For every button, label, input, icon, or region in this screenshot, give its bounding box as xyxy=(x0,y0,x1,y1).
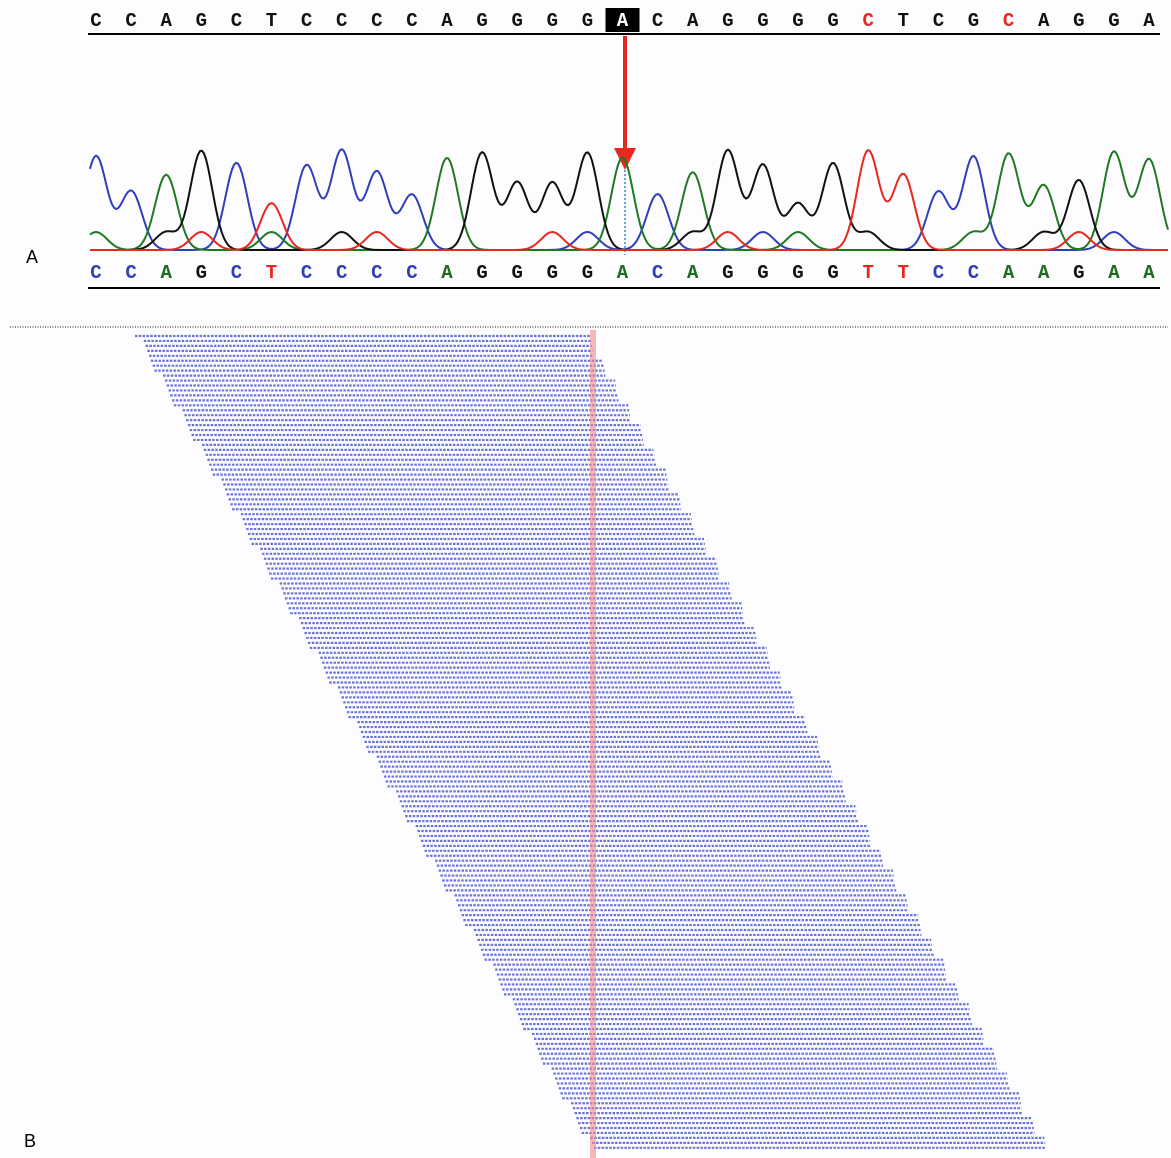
base-call: C xyxy=(968,262,979,284)
panel-label: A xyxy=(26,247,38,267)
figure: A B C C A G C T C C C C A G G G G A C A G G G G C T C G C A G G A C C A G C… xyxy=(0,0,1171,1158)
base: C xyxy=(301,10,312,32)
base: C xyxy=(406,10,417,32)
base-call: C xyxy=(125,262,136,284)
base: C xyxy=(652,10,663,32)
base: G xyxy=(511,10,522,32)
base: G xyxy=(1073,10,1084,32)
base: A xyxy=(160,10,172,32)
base: A xyxy=(1038,10,1050,32)
base: G xyxy=(722,10,733,32)
base-call: A xyxy=(617,262,629,284)
base-call: G xyxy=(196,262,207,284)
base: C xyxy=(1003,10,1014,32)
figure-canvas: A B C C A G C T C C C C A G G G G A C A G G G G C T C G C A G G A C C A G C… xyxy=(0,0,1171,1158)
base: G xyxy=(757,10,768,32)
base-call: T xyxy=(266,262,277,284)
base-call: A xyxy=(687,262,699,284)
base: G xyxy=(196,10,207,32)
base-call: A xyxy=(1038,262,1050,284)
base-call: G xyxy=(757,262,768,284)
base-call: A xyxy=(1143,262,1155,284)
base: T xyxy=(266,10,277,32)
base-call: T xyxy=(862,262,873,284)
base-call: C xyxy=(371,262,382,284)
base-call: A xyxy=(1108,262,1120,284)
base-call: T xyxy=(898,262,909,284)
trace xyxy=(90,150,1168,250)
base: C xyxy=(933,10,944,32)
trace xyxy=(90,151,1168,250)
base-call: C xyxy=(301,262,312,284)
base: C xyxy=(371,10,382,32)
base-call: G xyxy=(476,262,487,284)
trace xyxy=(90,149,1168,250)
base-call: C xyxy=(652,262,663,284)
base-call: C xyxy=(336,262,347,284)
base-call: G xyxy=(1073,262,1084,284)
base: A xyxy=(441,10,453,32)
chromatogram xyxy=(90,149,1168,250)
base-call: A xyxy=(1003,262,1015,284)
base: G xyxy=(827,10,838,32)
base-call: C xyxy=(90,262,101,284)
base: C xyxy=(90,10,101,32)
panel-label: B xyxy=(24,1131,36,1151)
base-call: G xyxy=(547,262,558,284)
base: T xyxy=(898,10,909,32)
base-call: G xyxy=(827,262,838,284)
base: G xyxy=(968,10,979,32)
base: G xyxy=(547,10,558,32)
base-call: A xyxy=(160,262,172,284)
base: A xyxy=(1143,10,1155,32)
base: C xyxy=(862,10,873,32)
base: G xyxy=(1108,10,1119,32)
base: C xyxy=(125,10,136,32)
base-call: G xyxy=(582,262,593,284)
base: A xyxy=(617,10,629,32)
trace xyxy=(90,150,1168,250)
base-call: G xyxy=(792,262,803,284)
base-call: G xyxy=(722,262,733,284)
base-call: A xyxy=(441,262,453,284)
base: G xyxy=(476,10,487,32)
base-call: G xyxy=(511,262,522,284)
base: G xyxy=(792,10,803,32)
base: C xyxy=(336,10,347,32)
base: C xyxy=(231,10,242,32)
variant-position xyxy=(590,330,596,1158)
base-call: C xyxy=(933,262,944,284)
base: A xyxy=(687,10,699,32)
base-call: C xyxy=(231,262,242,284)
base-call: C xyxy=(406,262,417,284)
base: G xyxy=(582,10,593,32)
